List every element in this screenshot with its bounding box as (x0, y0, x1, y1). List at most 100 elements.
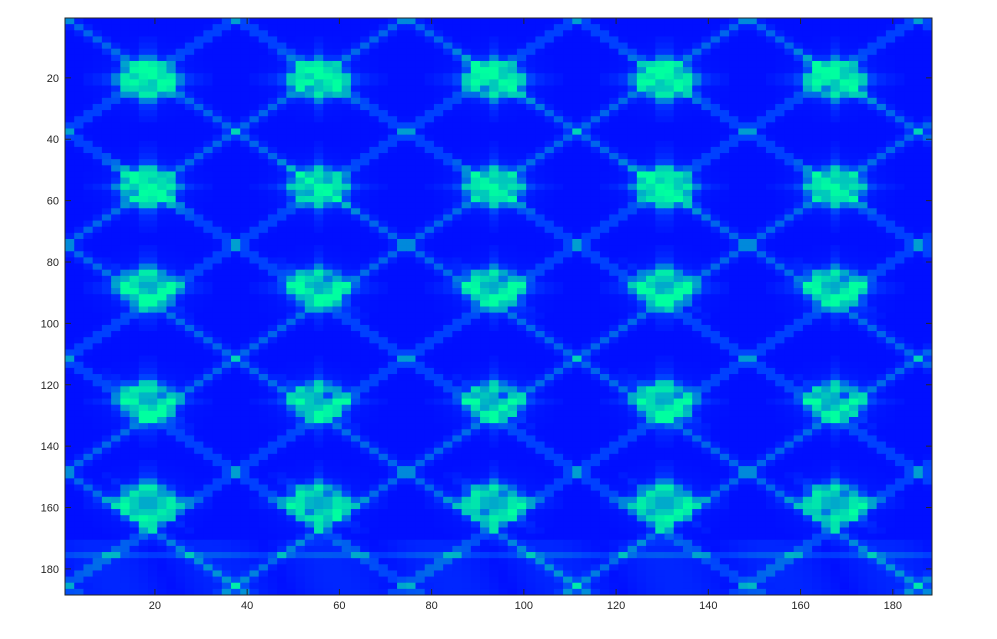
heatmap-cell (203, 177, 214, 185)
heatmap-cell (175, 165, 186, 173)
heatmap-cell (673, 269, 684, 277)
heatmap-cell (286, 294, 297, 301)
heatmap-cell (415, 110, 426, 117)
heatmap-cell (203, 318, 214, 326)
heatmap-cell (904, 165, 915, 173)
heatmap-cell (304, 281, 315, 289)
heatmap-cell (572, 165, 583, 173)
heatmap-cell (655, 67, 666, 74)
heatmap-cell (784, 177, 795, 185)
heatmap-cell (922, 196, 932, 203)
heatmap-cell (627, 245, 638, 252)
heatmap-cell (387, 146, 398, 154)
heatmap-cell (812, 128, 822, 136)
heatmap-cell (369, 36, 380, 44)
heatmap-cell (470, 214, 481, 222)
heatmap-cell (765, 48, 776, 56)
heatmap-cell (895, 140, 905, 148)
heatmap-cell (129, 343, 140, 351)
heatmap-cell (74, 288, 85, 295)
heatmap-cell (692, 159, 703, 166)
heatmap-cell (65, 116, 75, 123)
heatmap-cell (415, 146, 426, 154)
heatmap-cell (314, 257, 324, 265)
heatmap-cell (775, 331, 786, 338)
heatmap-cell (277, 146, 287, 154)
heatmap-cell (314, 103, 324, 111)
heatmap-cell (360, 257, 370, 265)
heatmap-cell (111, 165, 121, 173)
heatmap-cell (590, 42, 601, 50)
heatmap-cell (839, 306, 850, 314)
heatmap-cell (784, 171, 795, 179)
heatmap-cell (433, 18, 444, 25)
heatmap-cell (581, 73, 592, 80)
heatmap-cell (406, 73, 417, 80)
heatmap-cell (710, 146, 721, 154)
heatmap-cell (756, 196, 767, 203)
heatmap-cell (387, 73, 398, 80)
heatmap-cell (756, 275, 767, 283)
heatmap-cell (885, 24, 896, 31)
heatmap-cell (258, 189, 269, 197)
heatmap-cell (267, 324, 278, 332)
heatmap-cell (443, 140, 453, 148)
heatmap-cell (157, 306, 168, 314)
heatmap-cell (92, 153, 103, 160)
heatmap-cell (350, 331, 361, 338)
heatmap-cell (922, 153, 932, 160)
heatmap-cell (885, 116, 896, 123)
heatmap-cell (166, 42, 177, 50)
heatmap-cell (387, 300, 398, 308)
heatmap-cell (286, 281, 297, 289)
heatmap-cell (129, 54, 140, 62)
heatmap-cell (387, 97, 398, 105)
heatmap-cell (350, 183, 361, 191)
heatmap-cell (775, 159, 786, 166)
heatmap-cell (627, 331, 638, 338)
heatmap-cell (498, 257, 509, 265)
heatmap-cell (747, 165, 758, 173)
heatmap-cell (710, 245, 721, 252)
heatmap-cell (387, 294, 398, 301)
heatmap-cell (138, 67, 149, 74)
heatmap-cell (350, 54, 361, 62)
heatmap-cell (443, 306, 453, 314)
heatmap-cell (138, 79, 149, 87)
heatmap-cell (581, 67, 592, 74)
heatmap-cell (304, 300, 315, 308)
heatmap-cell (738, 331, 749, 338)
heatmap-cell (802, 79, 813, 87)
heatmap-cell (793, 128, 804, 136)
heatmap-cell (203, 275, 214, 283)
heatmap-cell (286, 337, 297, 344)
heatmap-cell (784, 18, 795, 25)
heatmap-cell (775, 171, 786, 179)
heatmap-cell (904, 116, 915, 123)
heatmap-cell (101, 54, 112, 62)
heatmap-cell (692, 257, 703, 265)
heatmap-cell (682, 226, 693, 234)
heatmap-cell (129, 110, 140, 117)
heatmap-cell (397, 300, 407, 308)
heatmap-cell (470, 281, 481, 289)
heatmap-cell (101, 275, 112, 283)
heatmap-cell (609, 60, 619, 68)
heatmap-cell (922, 324, 932, 332)
heatmap-cell (286, 208, 297, 216)
heatmap-cell (812, 165, 822, 173)
heatmap-cell (553, 60, 564, 68)
heatmap-cell (443, 73, 453, 80)
heatmap-cell (581, 116, 592, 123)
heatmap-cell (922, 30, 932, 38)
heatmap-cell (184, 214, 195, 222)
heatmap-cell (913, 134, 924, 142)
heatmap-cell (738, 36, 749, 44)
heatmap-cell (627, 220, 638, 228)
heatmap-cell (166, 202, 177, 209)
heatmap-cell (92, 116, 103, 123)
heatmap-cell (895, 312, 905, 320)
heatmap-cell (397, 238, 407, 246)
heatmap-cell (267, 312, 278, 320)
heatmap-cell (240, 146, 251, 154)
